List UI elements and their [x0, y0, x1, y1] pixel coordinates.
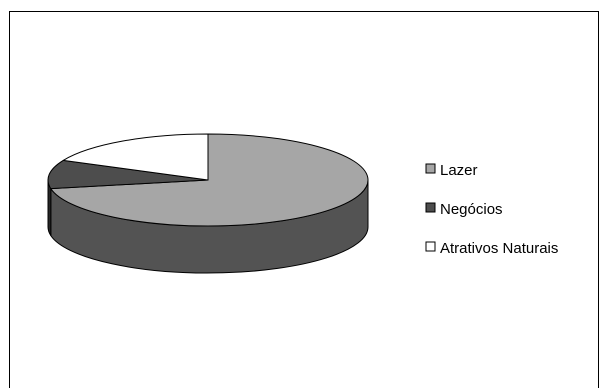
- legend-swatch-lazer: [425, 163, 436, 174]
- legend-swatch-negócios: [425, 202, 436, 213]
- pie-group: [47, 133, 369, 274]
- pie-slice-atrativos-naturais: [62, 133, 209, 181]
- pie-slice-lazer: [50, 133, 369, 227]
- legend-label-atrativos-naturais: Atrativos Naturais: [440, 240, 558, 257]
- legend-swatch-atrativos-naturais: [425, 241, 436, 252]
- pie-slice-negócios: [47, 159, 209, 190]
- legend-label-negócios: Negócios: [440, 201, 503, 218]
- legend: Lazer Negócios Atrativos Naturais: [425, 162, 558, 257]
- legend-label-lazer: Lazer: [440, 162, 478, 179]
